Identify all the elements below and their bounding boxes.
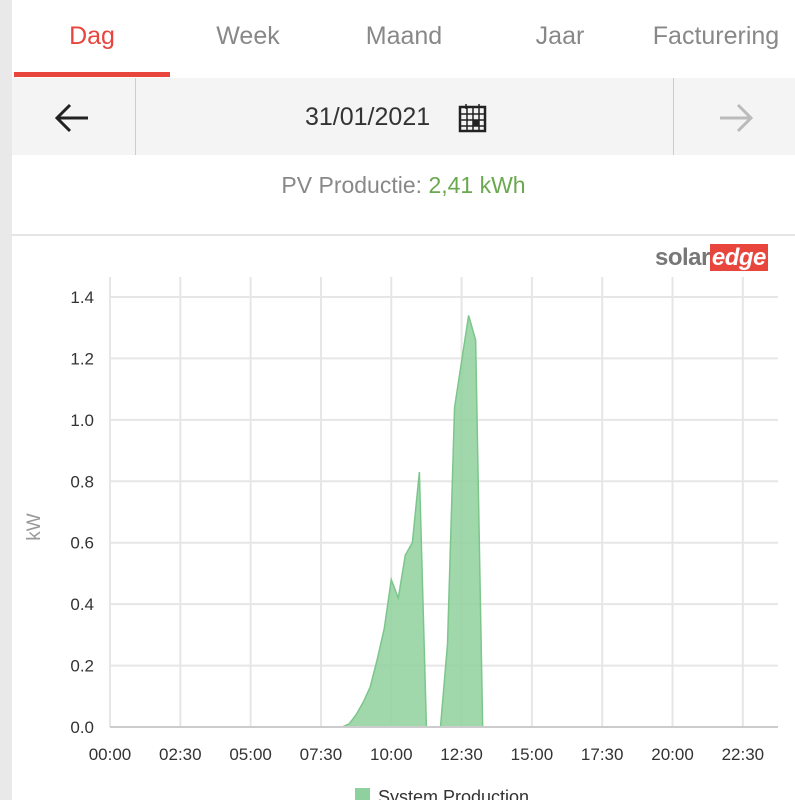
prev-button[interactable] bbox=[52, 100, 92, 136]
side-strip bbox=[0, 0, 12, 800]
x-tick-label: 15:00 bbox=[511, 745, 554, 764]
y-tick-label: 1.0 bbox=[70, 411, 94, 430]
y-tick-label: 0.6 bbox=[70, 534, 94, 553]
summary-value: 2,41 kWh bbox=[428, 172, 526, 198]
tab[interactable]: Jaar bbox=[535, 22, 585, 50]
x-tick-label: 22:30 bbox=[722, 745, 765, 764]
legend-swatch bbox=[355, 788, 370, 800]
x-tick-label: 00:00 bbox=[89, 745, 132, 764]
y-tick-label: 0.4 bbox=[70, 595, 94, 614]
tab[interactable]: Dag bbox=[69, 22, 115, 50]
separator bbox=[12, 234, 795, 236]
x-tick-label: 17:30 bbox=[581, 745, 624, 764]
brand-logo: solaredge bbox=[655, 244, 768, 272]
x-tick-label: 10:00 bbox=[370, 745, 413, 764]
x-tick-label: 20:00 bbox=[651, 745, 694, 764]
divider bbox=[673, 78, 674, 155]
y-tick-label: 1.2 bbox=[70, 349, 94, 368]
brand-part: edge bbox=[709, 244, 768, 271]
legend-label: System Production bbox=[378, 787, 529, 800]
tab[interactable]: Maand bbox=[365, 22, 443, 50]
y-axis-label: kW bbox=[24, 513, 45, 541]
brand-part: solar bbox=[655, 244, 710, 271]
x-tick-label: 07:30 bbox=[300, 745, 343, 764]
tab[interactable]: Week bbox=[216, 22, 280, 50]
summary: PV Productie: 2,41 kWh bbox=[12, 172, 795, 199]
y-tick-label: 1.4 bbox=[70, 288, 94, 307]
x-tick-label: 05:00 bbox=[229, 745, 272, 764]
tab[interactable]: Facturering bbox=[652, 22, 780, 50]
date-label[interactable]: 31/01/2021 bbox=[305, 103, 431, 131]
divider bbox=[135, 78, 136, 155]
y-tick-label: 0.8 bbox=[70, 472, 94, 491]
tab-underline bbox=[14, 72, 170, 77]
y-tick-label: 0.2 bbox=[70, 657, 94, 676]
date-bar bbox=[12, 78, 795, 155]
x-tick-label: 12:30 bbox=[440, 745, 483, 764]
area bbox=[110, 315, 778, 728]
calendar-icon[interactable] bbox=[458, 103, 488, 133]
next-button[interactable] bbox=[716, 100, 756, 136]
summary-label: PV Productie: bbox=[281, 172, 423, 198]
x-tick-label: 02:30 bbox=[159, 745, 202, 764]
y-tick-label: 0.0 bbox=[70, 718, 94, 737]
